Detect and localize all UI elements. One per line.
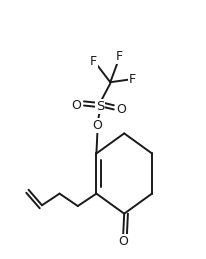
Text: O: O bbox=[71, 99, 81, 112]
Text: O: O bbox=[118, 235, 128, 248]
Text: F: F bbox=[89, 55, 96, 68]
Text: S: S bbox=[95, 100, 104, 113]
Text: O: O bbox=[92, 119, 102, 132]
Text: O: O bbox=[116, 103, 126, 116]
Text: F: F bbox=[116, 50, 123, 63]
Text: F: F bbox=[129, 73, 136, 86]
